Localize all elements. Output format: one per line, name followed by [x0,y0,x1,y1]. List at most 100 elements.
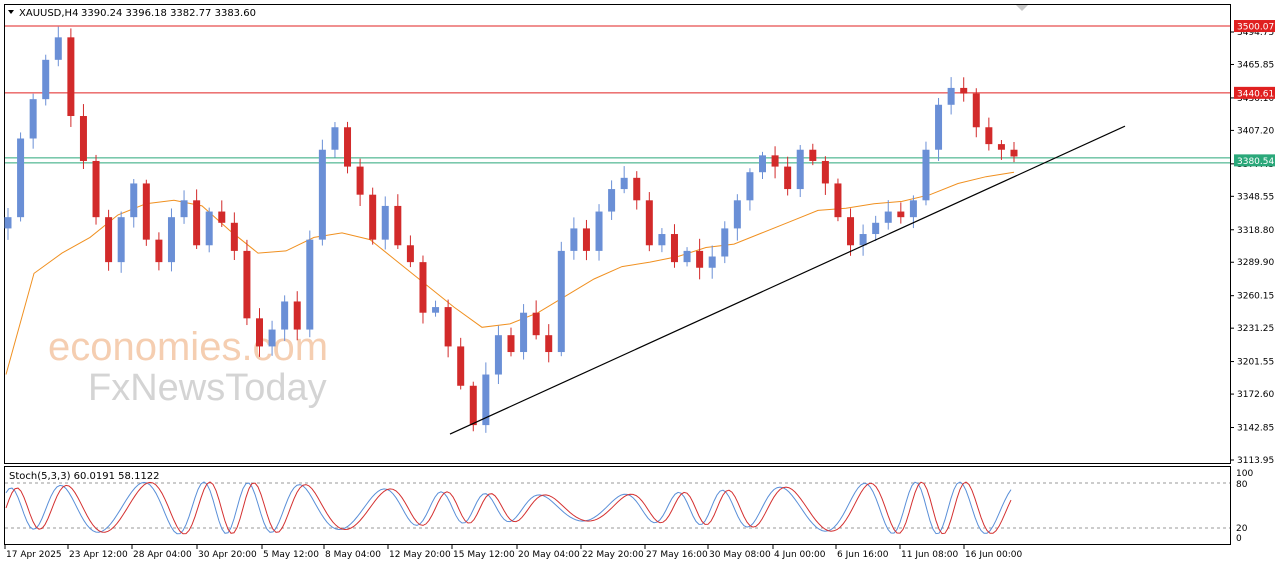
candle-body [67,37,75,117]
price-tick-label: 3465.85 [1237,60,1274,70]
price-tick-label: 3289.90 [1237,258,1274,268]
time-tick-label: 17 Apr 2025 [6,550,62,560]
candle-body [117,217,125,263]
candle-body [17,138,25,218]
price-tick-label: 3348.55 [1237,192,1274,202]
candle-body [935,104,943,150]
time-tick-label: 5 May 12:00 [263,550,319,560]
time-tick-label: 6 Jun 16:00 [837,550,889,560]
candle-body [432,307,440,313]
candle-body [859,234,867,246]
candle-body [670,234,678,263]
candle-body [960,87,968,94]
candle-body [180,200,188,218]
candle-body [582,228,590,251]
candle-body [821,160,829,184]
candle-body [834,183,842,218]
candle-body [230,222,238,251]
price-tick-label: 3172.60 [1237,390,1274,400]
candle-body [167,217,175,263]
candle-body [620,177,628,190]
candle-body [105,217,113,263]
time-tick-label: 30 Apr 20:00 [198,550,257,560]
candle-body [356,166,364,195]
candle-body [683,250,691,263]
candle-body [696,250,704,268]
candle-body [54,37,62,60]
candle-body [746,172,754,201]
price-tick-label: 3113.95 [1237,456,1274,466]
candle-body [784,166,792,190]
candle-body [381,205,389,240]
level-label: 3440.61 [1237,89,1274,99]
candle-body [4,217,12,229]
time-axis: 17 Apr 2025 23 Apr 12:00 28 Apr 04:00 30 Ap… [4,545,1022,560]
price-tick-label: 3318.80 [1237,226,1274,236]
symbol-label: XAUUSD,H4 [19,8,78,19]
candle-body [155,239,163,263]
candle-body [281,301,289,330]
price-tick-label: 3142.85 [1237,424,1274,434]
candle-body [494,335,502,375]
candle-body [130,183,138,218]
candle-body [985,127,993,145]
trendline [449,125,1126,435]
candle-body [42,59,50,100]
price-tick-label: 3260.15 [1237,292,1274,302]
stoch-signal-line [5,481,1012,535]
candle-body [419,262,427,313]
level-label-box [1234,86,1275,99]
main-plot-frame [4,4,1231,464]
candle-body [884,211,892,223]
watermark-fxnewstoday: FxNewsToday [88,367,327,409]
time-tick-label: 27 May 16:00 [646,550,708,560]
candle-body [520,312,528,353]
candle-body [306,239,314,330]
time-tick-label: 22 May 20:00 [582,550,644,560]
time-tick-label: 23 Apr 12:00 [69,550,128,560]
candle-body [394,205,402,246]
candle-body [570,228,578,251]
candle-body [444,307,452,347]
ma-line [5,171,1015,375]
candle-body [796,149,804,190]
candle-body [909,200,917,218]
candle-body [369,194,377,240]
collapse-triangle-icon[interactable] [8,10,14,14]
candle-body [947,87,955,105]
time-tick-label: 15 May 12:00 [453,550,515,560]
time-tick-label: 11 Jun 08:00 [901,550,958,560]
osc-tick-20: 20 [1236,524,1248,534]
level-label-box [1234,154,1275,167]
candle-body [608,189,616,212]
candle-body [29,99,37,139]
candle-body [595,211,603,251]
level-label-box [1234,20,1275,33]
price-tick-label: 3436.10 [1237,94,1274,104]
candle-body [457,346,465,386]
candle-body [344,127,352,167]
candle-body [1010,149,1018,157]
candle-body [847,217,855,246]
candle-body [972,93,980,128]
candle-body [545,335,553,353]
candle-body [771,155,779,167]
candle-body [243,250,251,319]
time-tick-label: 28 Apr 04:00 [133,550,192,560]
candle-body [922,149,930,201]
ohlc-values: 3390.24 3396.18 3382.77 3383.60 [81,8,256,19]
candle-body [809,149,817,161]
time-tick-label: 4 Jun 00:00 [774,550,826,560]
level-price-labels: 3500.07 3440.61 3380.54 [1234,20,1275,167]
osc-tick-80: 80 [1236,480,1248,490]
one-click-trade-icon[interactable] [1016,5,1028,11]
price-tick-label: 3494.75 [1237,28,1274,38]
level-label: 3380.54 [1237,157,1274,167]
candle-body [331,127,339,150]
candle-body [79,116,87,161]
price-tick-label: 3201.55 [1237,358,1274,368]
time-tick-label: 8 May 04:00 [325,550,381,560]
price-tick-label: 3407.20 [1237,126,1274,136]
